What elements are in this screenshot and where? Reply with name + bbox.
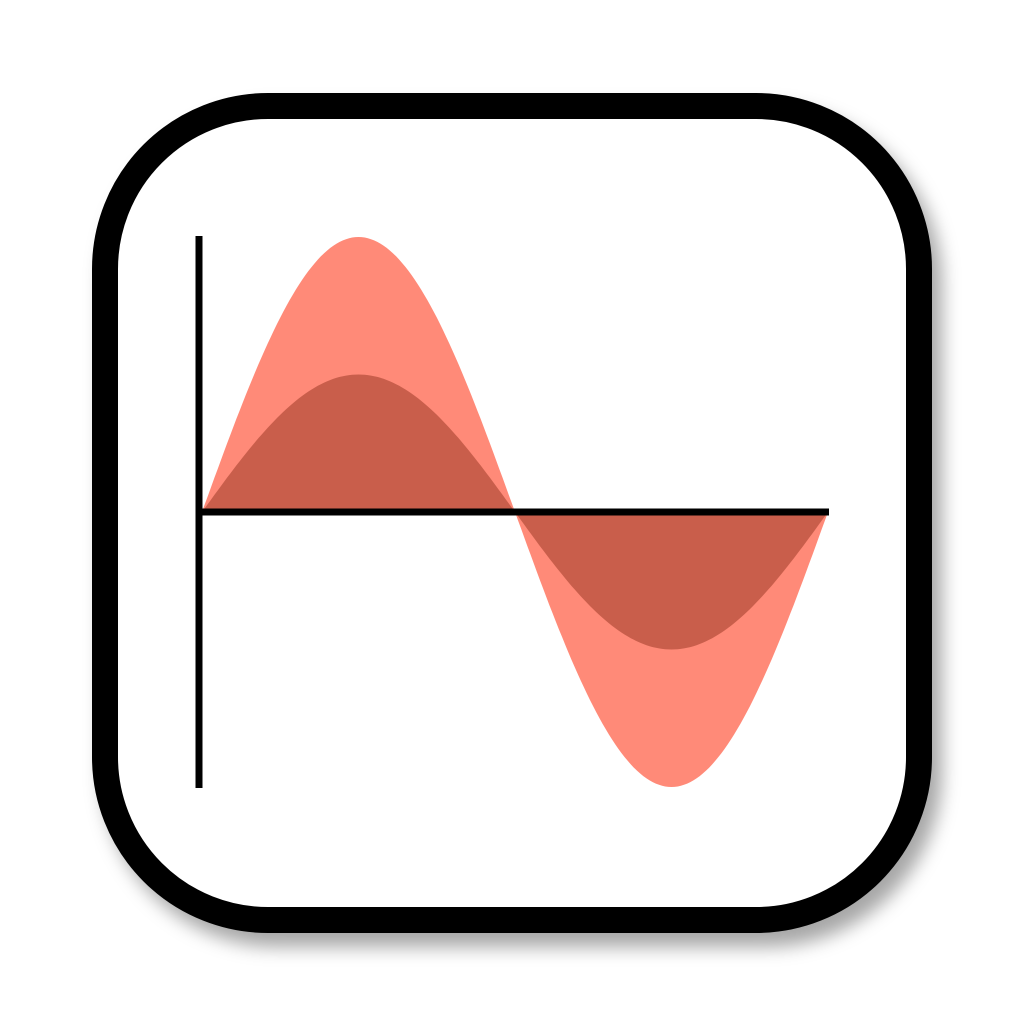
app-icon-stage: [92, 93, 932, 933]
sine-wave-illustration: [195, 236, 829, 788]
